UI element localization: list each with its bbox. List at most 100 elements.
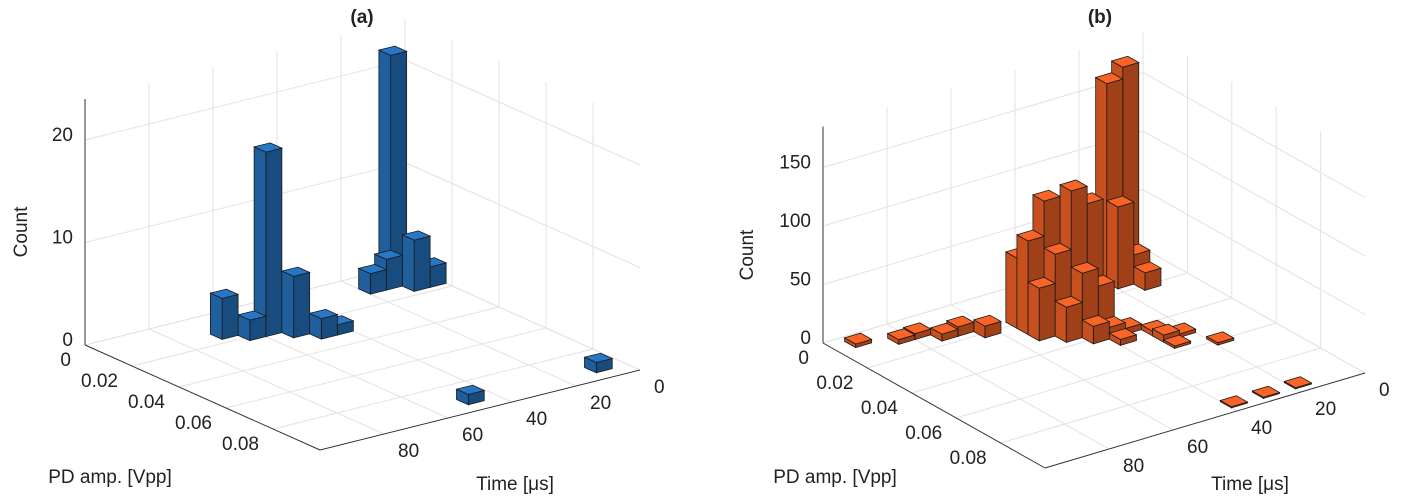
grid-line [822,130,1144,227]
grid-line [1142,189,1366,315]
bar-top [1105,195,1135,208]
chart-title: (a) [350,7,373,28]
y-axis-label: Time [μs] [1211,474,1289,495]
x-tick-label: 0.04 [128,392,165,413]
x-tick-label: 0.02 [816,373,853,394]
bar-top [843,332,873,345]
bar-top [583,352,614,363]
bar-side [1106,200,1119,290]
bar [1219,395,1249,409]
x-tick-label: 0.06 [905,423,942,444]
grid-line [148,328,385,435]
bar [209,288,240,340]
bar [1162,334,1192,350]
bar-side [221,293,239,340]
bar-top [1059,179,1089,192]
grid-line [340,280,577,387]
x-axis-label: PD amp. [Vpp] [773,467,897,488]
bar-side [401,234,415,292]
y-axis-label: Time [μs] [476,474,554,495]
z-tick-label: 50 [790,270,811,291]
bar-top [1031,189,1062,202]
bar [1151,323,1181,343]
x-tick-label: 0.08 [222,434,259,455]
bar-side [209,292,223,340]
bar [886,328,916,346]
bar-top [1132,261,1162,274]
bar [236,310,268,342]
bar [1205,331,1235,346]
grid-line [225,327,547,409]
bar [1132,261,1162,292]
x-axis [84,344,321,451]
bar-top [1054,295,1084,308]
bar [972,314,1002,339]
bar [401,230,432,292]
bar-side [1027,281,1040,342]
bar-top [236,310,268,321]
grid-line [404,59,641,166]
bar-top [209,288,240,299]
bar-top [1151,323,1181,336]
bar-side [378,49,392,282]
grid-line [272,348,594,430]
bar-top [1070,261,1100,274]
bar [1054,295,1084,344]
bar-top [455,384,486,395]
bar-side [1054,300,1067,344]
bar [843,332,873,349]
bar [1108,328,1138,347]
bar-top [252,142,284,153]
bar-top [1162,334,1192,347]
bar-side [385,254,403,291]
x-tick-label: 0.02 [81,371,118,392]
z-tick-label: 10 [52,228,73,249]
bar-top [1205,331,1235,344]
bar-side [1117,201,1135,290]
bar-top [972,314,1002,327]
bar [377,45,408,282]
grid-line [84,264,406,346]
x-tick-label: 0 [798,348,809,369]
grid-line [1000,347,1321,444]
bar-top [357,263,388,275]
bar [308,308,339,340]
bar-top [377,45,408,56]
bar-side [1016,234,1029,336]
bar-top [1094,72,1124,85]
grid-line [1142,247,1366,374]
bar-top [902,322,932,335]
z-tick-label: 0 [62,330,73,351]
bar-side [1005,251,1018,330]
bar [929,322,959,342]
y-tick-label: 80 [398,441,419,462]
bar-top [945,315,975,328]
bar-top [886,328,916,341]
grid-line [886,323,1110,450]
bar-top [1081,314,1111,327]
x-tick-label: 0.08 [950,448,987,469]
z-tick-label: 0 [800,328,811,349]
y-tick-label: 80 [1123,456,1144,477]
bar [1105,195,1135,290]
z-tick-label: 20 [52,125,73,146]
bar [1251,385,1281,400]
x-axis-label: PD amp. [Vpp] [48,467,172,488]
bar-side [1038,282,1056,342]
y-tick-label: 40 [1251,418,1272,439]
bar-top [1043,242,1073,255]
bar-top [929,322,959,335]
grid-line [84,162,406,243]
x-tick-label: 0.04 [861,398,898,419]
y-axis [319,369,641,451]
z-axis-label: Count [11,206,32,257]
bar-top [1027,276,1057,289]
y-axis [1044,372,1366,469]
bar-top [373,249,404,260]
grid-line [1142,130,1366,257]
y-tick-label: 60 [1187,437,1208,458]
bar-top [1219,395,1249,408]
bar [583,352,614,374]
x-axis [822,342,1046,469]
grid-line [822,72,1144,168]
